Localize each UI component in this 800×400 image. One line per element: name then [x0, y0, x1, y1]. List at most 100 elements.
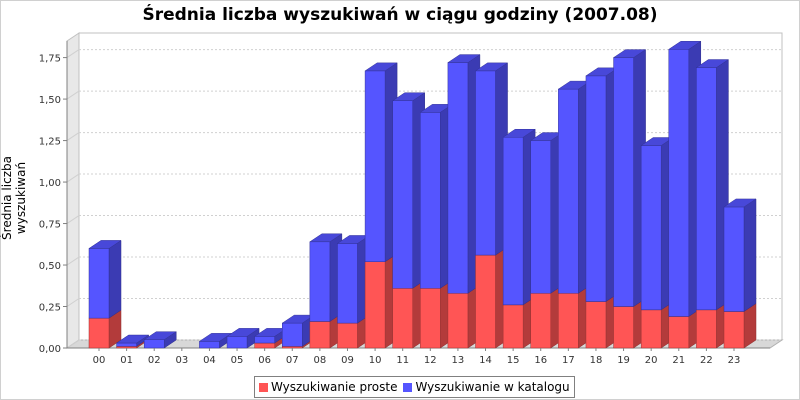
x-tick-label: 20	[645, 355, 658, 366]
x-tick-label: 04	[203, 355, 216, 366]
y-tick-label: 1,75	[39, 54, 61, 65]
bar-top-21-s1	[667, 41, 702, 50]
legend-item-proste: Wyszukiwanie proste	[259, 380, 397, 394]
y-tick-label: 1,25	[39, 137, 61, 148]
bar-09-s1	[337, 243, 358, 324]
y-tick-label: 1,50	[39, 95, 61, 106]
x-tick-label: 21	[672, 355, 685, 366]
bar-08-s0	[309, 321, 331, 349]
gridline-side	[66, 49, 80, 59]
bar-top-02-s1	[143, 331, 178, 340]
x-tick-label: 01	[120, 355, 133, 366]
x-tick-label: 18	[590, 355, 603, 366]
bar-17-s1	[558, 88, 579, 294]
x-tick-label: 19	[617, 355, 630, 366]
x-tick-label: 06	[258, 355, 271, 366]
bar-18-s1	[585, 75, 607, 302]
bar-11-s0	[392, 288, 413, 349]
bar-top-22-s1	[695, 59, 730, 68]
x-tick-label: 14	[479, 355, 492, 366]
x-tick-label: 12	[424, 355, 437, 366]
bar-16-s1	[530, 140, 551, 294]
bar-14-s1	[475, 70, 496, 256]
gridline-side	[66, 173, 80, 183]
x-tick-label: 03	[175, 355, 188, 366]
bar-12-s1	[420, 112, 441, 289]
gridline-side	[66, 339, 80, 349]
bar-13-s1	[447, 62, 469, 294]
bar-20-s1	[640, 145, 662, 311]
bar-02-s1	[143, 339, 165, 349]
bar-04-s1	[199, 341, 220, 349]
bar-side-23-s1	[743, 198, 757, 312]
bar-top-00-s1	[88, 240, 122, 249]
gridline-side	[66, 132, 80, 141]
bar-00-s1	[88, 248, 110, 319]
chart-title: Średnia liczba wyszukiwań w ciągu godzin…	[142, 5, 658, 25]
bar-12-s0	[420, 288, 441, 349]
legend-label-katalog: Wyszukiwanie w katalogu	[415, 380, 570, 394]
legend: Wyszukiwanie proste Wyszukiwanie w katal…	[254, 376, 575, 398]
gridline-side	[66, 298, 80, 307]
x-tick-label: 16	[534, 355, 547, 366]
gridline-side	[66, 90, 80, 100]
bar-16-s0	[530, 292, 551, 349]
bar-side-00-s1	[108, 239, 122, 319]
bar-22-s1	[696, 67, 717, 311]
bar-23-s1	[723, 206, 745, 312]
bar-13-s0	[447, 292, 469, 349]
x-tick-label: 22	[700, 355, 713, 366]
bar-top-11-s1	[391, 92, 426, 101]
left-wall	[66, 32, 80, 349]
gridline-side	[66, 256, 80, 266]
bar-01-s1	[116, 342, 137, 347]
bar-09-s0	[337, 322, 358, 349]
x-tick-label: 05	[231, 355, 244, 366]
legend-item-katalog: Wyszukiwanie w katalogu	[403, 380, 570, 394]
bar-top-10-s1	[364, 62, 398, 72]
bar-00-s0	[88, 317, 110, 349]
x-tick-label: 02	[148, 355, 161, 366]
legend-label-proste: Wyszukiwanie proste	[271, 380, 398, 394]
x-tick-label: 09	[341, 355, 354, 366]
y-tick-label: 0,75	[39, 220, 61, 231]
bar-top-23-s1	[723, 198, 757, 208]
bar-15-s0	[502, 304, 524, 349]
bar-17-s0	[558, 292, 579, 349]
bar-10-s1	[364, 70, 386, 262]
bar-11-s1	[392, 100, 413, 289]
bar-07-s1	[282, 322, 303, 347]
bar-22-s0	[696, 309, 717, 349]
bar-top-14-s1	[474, 62, 509, 72]
x-tick-label: 17	[562, 355, 575, 366]
bar-top-05-s1	[226, 328, 260, 337]
bar-20-s0	[640, 309, 662, 349]
bar-14-s0	[475, 254, 496, 349]
bar-08-s1	[309, 241, 331, 322]
x-tick-label: 13	[452, 355, 465, 366]
bar-10-s0	[364, 261, 386, 349]
y-tick-label: 0,50	[39, 261, 61, 272]
bar-21-s0	[668, 316, 690, 349]
bar-15-s1	[502, 136, 524, 306]
x-tick-label: 07	[286, 355, 299, 366]
bar-19-s0	[613, 306, 634, 349]
bar-top-01-s1	[115, 334, 150, 344]
legend-swatch-proste	[259, 382, 268, 392]
bar-top-15-s1	[502, 128, 536, 138]
bar-05-s1	[226, 336, 248, 349]
x-tick-label: 11	[396, 355, 409, 366]
bar-23-s0	[723, 311, 745, 349]
bar-06-s1	[254, 336, 275, 344]
y-tick-label: 1,00	[39, 178, 61, 189]
x-tick-label: 23	[728, 355, 741, 366]
x-tick-label: 15	[507, 355, 520, 366]
bar-top-13-s1	[447, 54, 481, 63]
bar-top-19-s1	[612, 49, 647, 58]
bar-06-s0	[254, 342, 275, 349]
bar-top-08-s1	[309, 233, 343, 243]
y-tick-label: 0,25	[39, 303, 61, 314]
bar-21-s1	[668, 49, 690, 317]
